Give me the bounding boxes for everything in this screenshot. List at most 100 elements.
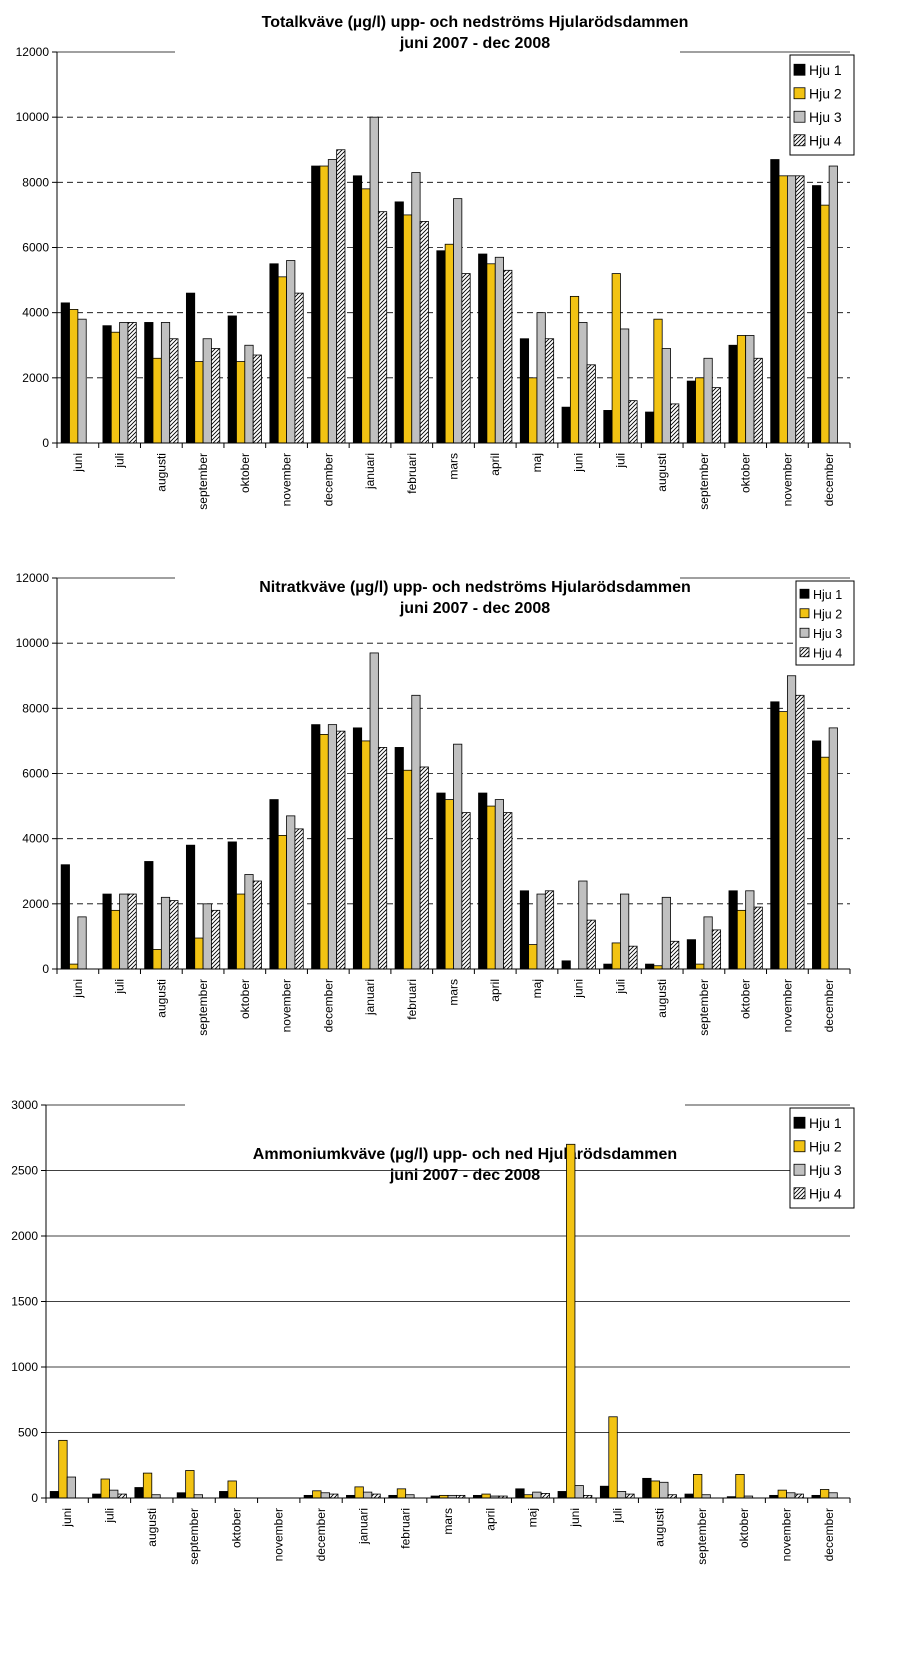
- x-category-label: december: [822, 453, 836, 506]
- x-category-label: september: [697, 979, 711, 1036]
- legend-label: Hju 4: [809, 1185, 842, 1201]
- bar-hju-2-februari: [403, 769, 413, 970]
- legend-label: Hju 1: [809, 62, 842, 78]
- bar-hju-1-november: [770, 159, 780, 444]
- bar-hju-4-mars: [461, 273, 471, 444]
- x-category-label: maj: [530, 453, 544, 472]
- bar-hju-1-februari: [394, 747, 404, 970]
- bar-hju-1-juli: [599, 1485, 610, 1499]
- bar-hju-1-juni: [561, 960, 571, 970]
- x-category-label: februari: [399, 1508, 413, 1549]
- bar-hju-1-maj: [519, 890, 530, 970]
- bar-hju-2-juli: [611, 942, 621, 970]
- legend-label: Hju 1: [809, 1115, 842, 1131]
- bar-hju-1-november: [269, 799, 279, 970]
- y-tick-label: 0: [31, 1491, 38, 1505]
- x-category-label: oktober: [739, 453, 753, 493]
- bar-hju-3-juli: [620, 893, 630, 970]
- bar-hju-3-juli: [616, 1491, 627, 1499]
- bar-hju-2-augusti: [650, 1480, 660, 1499]
- y-tick-label: 500: [18, 1426, 38, 1440]
- bar-hju-1-oktober: [227, 315, 237, 444]
- bar-hju-3-mars: [453, 743, 463, 970]
- bar-hju-3-april: [494, 799, 504, 970]
- x-category-label: augusti: [655, 453, 669, 492]
- y-tick-label: 12000: [16, 571, 50, 585]
- y-tick-label: 10000: [16, 636, 50, 650]
- x-category-label: december: [822, 979, 836, 1032]
- bar-hju-1-juni: [561, 406, 571, 444]
- bar-hju-1-september: [185, 844, 196, 970]
- bar-hju-1-mars: [436, 792, 446, 970]
- bar-hju-3-mars: [453, 198, 463, 444]
- bar-hju-4-augusti: [670, 403, 680, 444]
- bar-hju-2-mars: [444, 799, 454, 970]
- legend-label: Hju 3: [809, 109, 842, 125]
- x-category-label: oktober: [238, 453, 252, 493]
- x-category-label: januari: [363, 453, 377, 490]
- x-category-label: mars: [447, 453, 461, 480]
- bar-hju-4-februari: [419, 221, 429, 444]
- legend-label: Hju 2: [809, 1138, 842, 1154]
- legend-swatch: [793, 1163, 806, 1176]
- bar-hju-2-september: [194, 937, 204, 970]
- x-category-label: augusti: [653, 1508, 667, 1547]
- x-category-label: november: [280, 453, 294, 506]
- y-tick-label: 6000: [22, 241, 49, 255]
- chart-1-title: Totalkväve (µg/l) upp- och nedströms Hju…: [262, 14, 689, 31]
- bar-hju-2-januari: [354, 1486, 364, 1499]
- bar-hju-1-augusti: [134, 1487, 144, 1499]
- bar-hju-2-november: [277, 835, 287, 970]
- x-category-label: juli: [102, 1508, 116, 1524]
- bar-hju-1-december: [311, 724, 321, 970]
- bar-hju-3-juni: [574, 1485, 584, 1499]
- x-category-label: juni: [71, 453, 85, 473]
- bar-hju-1-november: [770, 701, 780, 970]
- bar-hju-1-juni: [60, 864, 70, 970]
- x-category-label: november: [780, 453, 794, 506]
- x-category-label: januari: [356, 1508, 370, 1545]
- y-tick-label: 2000: [22, 897, 49, 911]
- bar-hju-1-augusti: [645, 411, 655, 444]
- x-category-label: november: [272, 1508, 286, 1561]
- bar-hju-4-mars: [461, 812, 471, 970]
- bar-hju-2-augusti: [653, 318, 663, 444]
- bar-hju-2-juli: [608, 1416, 618, 1499]
- bar-hju-1-oktober: [219, 1491, 229, 1499]
- legend-label: Hju 4: [813, 646, 842, 660]
- bar-hju-2-maj: [528, 944, 538, 970]
- chart-3-plot: 0 500 1000 1500 2000 2500 3000 juni juli augusti s…: [11, 1098, 855, 1565]
- bar-hju-1-januari: [352, 175, 363, 444]
- bar-hju-4-november: [294, 828, 304, 970]
- x-category-label: maj: [526, 1508, 540, 1527]
- x-category-label: februari: [405, 979, 419, 1020]
- y-tick-label: 8000: [22, 175, 49, 189]
- bar-hju-4-november: [294, 292, 304, 444]
- bar-hju-2-december: [820, 204, 830, 444]
- x-category-label: december: [321, 453, 335, 506]
- bar-hju-2-juni: [69, 963, 79, 970]
- bar-hju-2-september: [194, 361, 204, 444]
- bar-hju-3-november: [286, 815, 296, 970]
- bar-hju-3-februari: [411, 694, 421, 970]
- bar-hju-4-juli: [628, 400, 638, 444]
- bar-hju-3-september: [202, 903, 212, 970]
- x-category-label: juni: [572, 979, 586, 999]
- x-category-label: juli: [613, 453, 627, 469]
- bar-hju-4-juni: [586, 364, 596, 444]
- bar-hju-3-november: [786, 675, 797, 970]
- bar-hju-2-december: [319, 165, 329, 444]
- bar-hju-1-juli: [603, 963, 613, 970]
- bar-hju-2-december: [819, 1489, 830, 1499]
- bar-hju-4-maj: [544, 890, 555, 970]
- bar-hju-2-september: [693, 1474, 703, 1499]
- bar-hju-2-december: [319, 734, 329, 970]
- x-category-label: september: [196, 453, 210, 510]
- x-category-label: maj: [530, 979, 544, 998]
- bar-hju-2-november: [778, 711, 788, 970]
- legend-label: Hju 4: [809, 132, 842, 148]
- bar-hju-4-juli: [117, 1493, 127, 1499]
- bar-hju-4-december: [329, 1493, 339, 1499]
- legend-swatch: [799, 588, 810, 599]
- bar-hju-3-juni: [77, 318, 87, 444]
